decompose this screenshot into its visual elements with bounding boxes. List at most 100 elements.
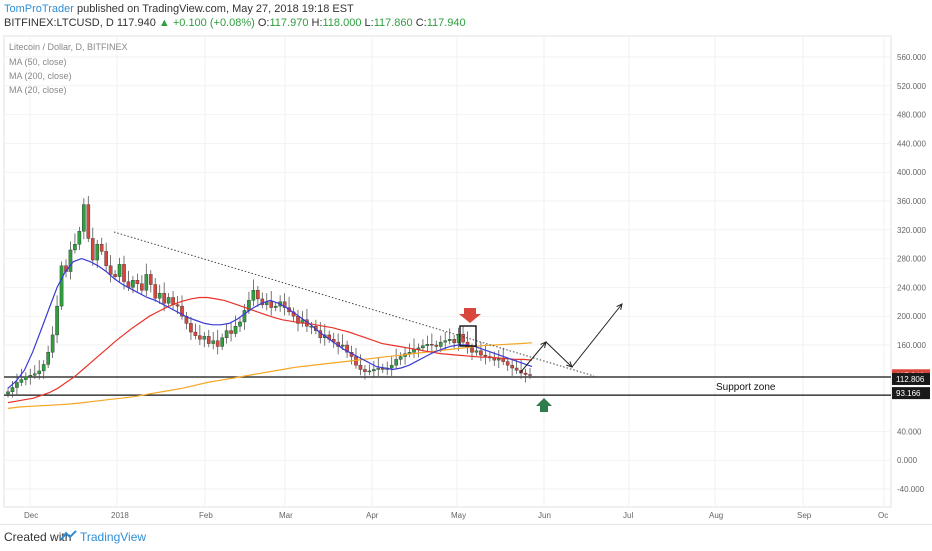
candle-body [148,274,153,285]
candle-body [443,340,448,343]
candle-body [73,243,77,251]
ma200-line [7,342,533,409]
legend-ma20[interactable]: MA (20, close) [9,85,67,95]
candle-body [175,304,180,307]
candle-body [144,274,149,291]
candle-body [135,280,140,285]
legend-ma200[interactable]: MA (200, close) [9,71,72,81]
candle-body [242,310,247,323]
y-tick-label: 320.000 [897,226,926,235]
candle-body [95,243,100,261]
candle-body [421,345,425,349]
y-tick-label: 360.000 [897,197,926,206]
y-tick-label: -40.000 [897,485,925,494]
candle-body [140,283,144,291]
candle-body [153,284,158,299]
candle-body [68,249,73,272]
candle-body [86,204,91,239]
published-text: published on TradingView.com, May 27, 20… [76,3,354,15]
open-value: 117.970 [269,17,309,29]
arrowhead-icon [616,303,623,310]
price-chart[interactable]: Litecoin / Dollar, D, BITFINEX MA (50, c… [0,0,932,524]
high-label: H: [311,17,323,29]
footer: Created with TradingView [0,524,932,551]
candle-body [358,364,363,370]
candle-body [32,373,37,376]
chart-title: Litecoin / Dollar, D, BITFINEX [9,42,128,52]
x-tick-label: Jul [623,511,633,520]
candle-body [376,367,381,370]
support-zone-label: Support zone [716,382,776,393]
y-tick-label: 40.000 [897,427,922,436]
candle-body [202,336,207,340]
arrowhead-icon [566,361,573,368]
close-label: C: [415,17,427,29]
candle-body [19,379,24,383]
time-axis[interactable]: Dec 2018 Feb Mar Apr May Jun Jul Aug Sep Oc [24,511,888,520]
legend-ma50[interactable]: MA (50, close) [9,57,67,67]
candle-body [6,391,10,395]
candle-body [215,340,220,347]
y-tick-label: 280.000 [897,255,926,264]
y-tick-label: 160.000 [897,341,926,350]
candle-body [24,376,28,380]
low-label: L: [364,17,374,29]
plot-area[interactable] [3,35,892,508]
candle-body [282,301,287,308]
candle-body [50,334,55,353]
candle-body [363,369,367,372]
candle-body [220,337,224,347]
down-arrow-icon [459,308,481,323]
ohlc-line: BITFINEX:LTCUSD, D 117.940 ▲ +0.100 (+0.… [4,17,466,29]
open-label: O: [257,17,270,29]
candle-body [104,251,108,266]
grid [4,36,891,507]
ma20-line [7,257,533,389]
candle-body [198,335,202,340]
price-label-box [892,387,930,400]
x-tick-label: May [451,511,466,520]
candle-body [46,352,50,365]
x-tick-label: Aug [709,511,723,520]
price-axis[interactable]: 560.000 520.000 480.000 440.000 400.000 360.0… [892,53,930,494]
y-tick-label: 440.000 [897,139,926,148]
candle-body [229,330,233,334]
candle-body [15,382,19,388]
candle-body [505,361,510,366]
candle-body [461,334,465,343]
candle-body [206,336,211,344]
candle-body [372,369,376,372]
candle-body [425,344,430,346]
price-label: 93.166 [896,389,921,398]
x-tick-label: Jun [538,511,551,520]
candle-body [452,339,456,344]
y-tick-label: 520.000 [897,82,926,91]
candle-body [340,344,345,347]
candle-body [55,305,59,336]
publish-line: TomProTrader published on TradingView.co… [4,3,354,15]
candle-body [113,274,117,277]
arrowhead-icon [540,341,547,348]
price-label: 112.806 [896,375,925,384]
projection-path [519,303,623,374]
candle-body [496,358,501,361]
candle-body [260,298,265,305]
change-up-icon: ▲ [158,17,170,29]
candle-body [82,204,86,232]
up-arrow-icon [536,398,552,412]
candle-body [273,305,278,308]
candle-body [345,344,349,353]
author-link[interactable]: TomProTrader [4,3,74,15]
tradingview-brand[interactable]: TradingView [80,530,147,544]
y-tick-label: 560.000 [897,53,926,62]
candle-body [483,354,488,357]
candle-body [256,290,260,300]
tradingview-logo-icon [60,530,77,541]
low-value: 117.860 [373,17,413,29]
symbol-label: BITFINEX:LTCUSD, D [4,17,114,29]
y-tick-label: 0.000 [897,456,918,465]
ma50-line [7,296,533,404]
x-tick-label: Apr [366,511,379,520]
candle-body [162,292,166,304]
candle-body [233,326,238,334]
